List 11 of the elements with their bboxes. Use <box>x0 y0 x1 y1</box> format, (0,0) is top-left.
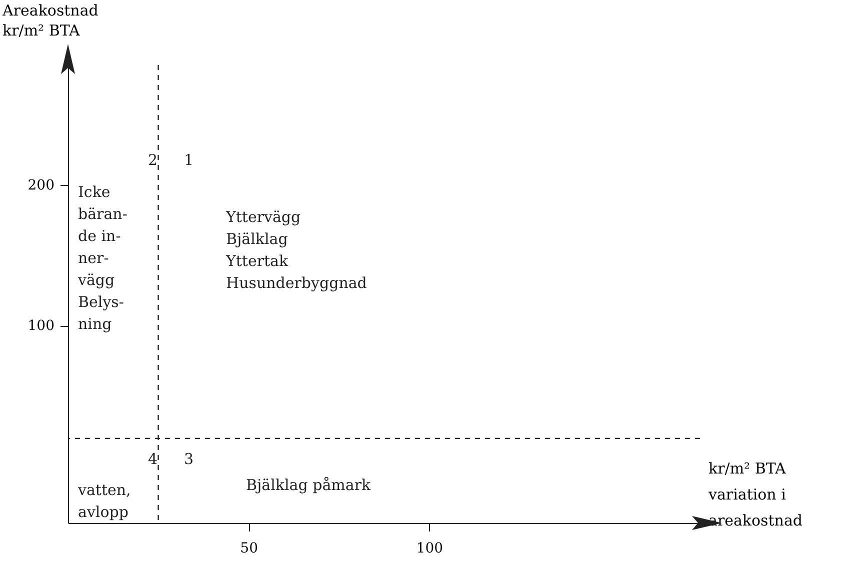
x-tick-label: 50 <box>240 540 258 556</box>
annotation: 2 <box>148 151 158 169</box>
y-tick-label: 200 <box>28 177 54 194</box>
y-axis-title: Areakostnad kr/m² BTA <box>2 2 99 40</box>
annotation: 1 <box>184 151 194 169</box>
annotation: 3 <box>184 450 194 468</box>
annotation: Icke bäran- de in- ner- vägg Belys- ning <box>77 183 128 333</box>
annotation: Bjälklag påmark <box>246 476 372 494</box>
annotation: vatten, avlopp <box>77 481 131 521</box>
annotation: Yttervägg Bjälklag Yttertak Husunderbyggnad <box>225 208 368 292</box>
annotation: 4 <box>148 450 158 468</box>
